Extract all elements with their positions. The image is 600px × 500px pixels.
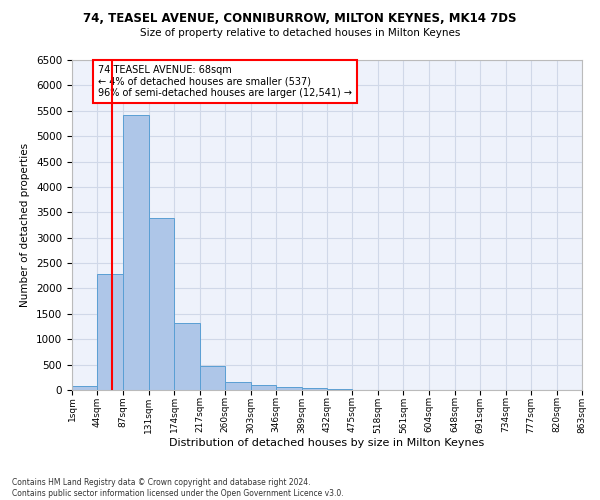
Bar xyxy=(149,218,175,390)
Bar xyxy=(302,388,327,390)
Bar xyxy=(225,382,251,390)
Text: 74 TEASEL AVENUE: 68sqm
← 4% of detached houses are smaller (537)
96% of semi-de: 74 TEASEL AVENUE: 68sqm ← 4% of detached… xyxy=(98,65,352,98)
Bar xyxy=(72,386,97,390)
Bar xyxy=(200,366,225,390)
Text: Size of property relative to detached houses in Milton Keynes: Size of property relative to detached ho… xyxy=(140,28,460,38)
Bar xyxy=(276,387,302,390)
X-axis label: Distribution of detached houses by size in Milton Keynes: Distribution of detached houses by size … xyxy=(169,438,485,448)
Bar xyxy=(123,115,149,390)
Text: Contains HM Land Registry data © Crown copyright and database right 2024.
Contai: Contains HM Land Registry data © Crown c… xyxy=(12,478,344,498)
Bar xyxy=(175,324,200,390)
Bar xyxy=(97,274,123,390)
Text: 74, TEASEL AVENUE, CONNIBURROW, MILTON KEYNES, MK14 7DS: 74, TEASEL AVENUE, CONNIBURROW, MILTON K… xyxy=(83,12,517,26)
Y-axis label: Number of detached properties: Number of detached properties xyxy=(20,143,31,307)
Bar xyxy=(251,386,276,390)
